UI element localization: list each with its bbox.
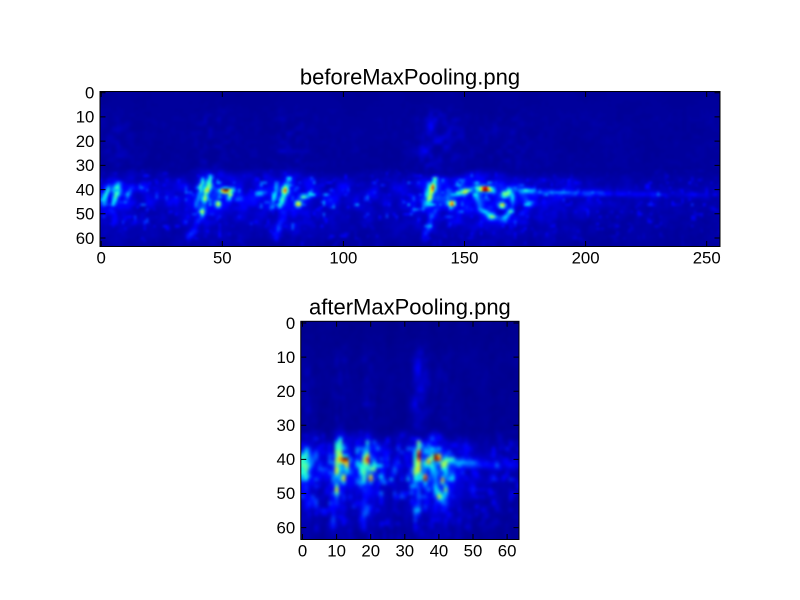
svg-text:0: 0 (286, 314, 295, 333)
svg-text:60: 60 (76, 229, 95, 248)
svg-text:beforeMaxPooling.png: beforeMaxPooling.png (300, 65, 520, 90)
svg-text:afterMaxPooling.png: afterMaxPooling.png (309, 295, 511, 320)
svg-text:20: 20 (76, 132, 95, 151)
svg-text:40: 40 (277, 450, 296, 469)
svg-text:30: 30 (277, 416, 296, 435)
svg-text:10: 10 (327, 542, 346, 561)
svg-text:0: 0 (85, 84, 94, 103)
svg-text:50: 50 (464, 542, 483, 561)
svg-text:0: 0 (97, 249, 106, 268)
svg-text:10: 10 (277, 348, 296, 367)
svg-text:0: 0 (298, 542, 307, 561)
svg-text:40: 40 (430, 542, 449, 561)
svg-text:250: 250 (693, 249, 721, 268)
svg-text:150: 150 (451, 249, 479, 268)
svg-text:60: 60 (498, 542, 517, 561)
svg-text:30: 30 (395, 542, 414, 561)
svg-text:100: 100 (329, 249, 357, 268)
svg-text:50: 50 (213, 249, 232, 268)
svg-text:20: 20 (361, 542, 380, 561)
svg-text:60: 60 (277, 518, 296, 537)
svg-text:10: 10 (76, 108, 95, 127)
svg-text:50: 50 (76, 205, 95, 224)
svg-text:200: 200 (572, 249, 600, 268)
svg-text:50: 50 (277, 484, 296, 503)
svg-text:20: 20 (277, 382, 296, 401)
svg-text:30: 30 (76, 156, 95, 175)
svg-text:40: 40 (76, 180, 95, 199)
